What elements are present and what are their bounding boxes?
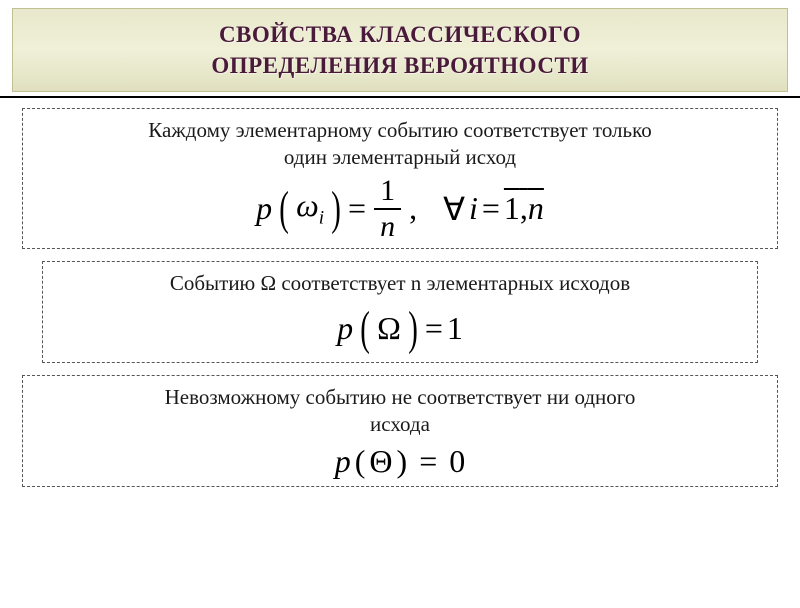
property-box-1: Каждому элементарному событию соответств… [22, 108, 778, 249]
property-box-3: Невозможному событию не соответствует ни… [22, 375, 778, 487]
property-3-text: Невозможному событию не соответствует ни… [35, 384, 765, 439]
property-2-text: Событию Ω соответствует n элементарных и… [55, 270, 745, 297]
property-1-text: Каждому элементарному событию соответств… [35, 117, 765, 172]
property-3-formula: p(Θ) = 0 [35, 443, 765, 480]
horizontal-divider [0, 96, 800, 98]
title-text: СВОЙСТВА КЛАССИЧЕСКОГО ОПРЕДЕЛЕНИЯ ВЕРОЯ… [33, 19, 767, 81]
title-banner: СВОЙСТВА КЛАССИЧЕСКОГО ОПРЕДЕЛЕНИЯ ВЕРОЯ… [12, 8, 788, 92]
property-1-formula: p(ωi) = 1 n , ∀i = 1,n [35, 176, 765, 242]
title-line-2: ОПРЕДЕЛЕНИЯ ВЕРОЯТНОСТИ [211, 53, 588, 78]
property-box-2: Событию Ω соответствует n элементарных и… [42, 261, 758, 363]
property-2-formula: p(Ω) = 1 [55, 301, 745, 356]
title-line-1: СВОЙСТВА КЛАССИЧЕСКОГО [219, 22, 581, 47]
